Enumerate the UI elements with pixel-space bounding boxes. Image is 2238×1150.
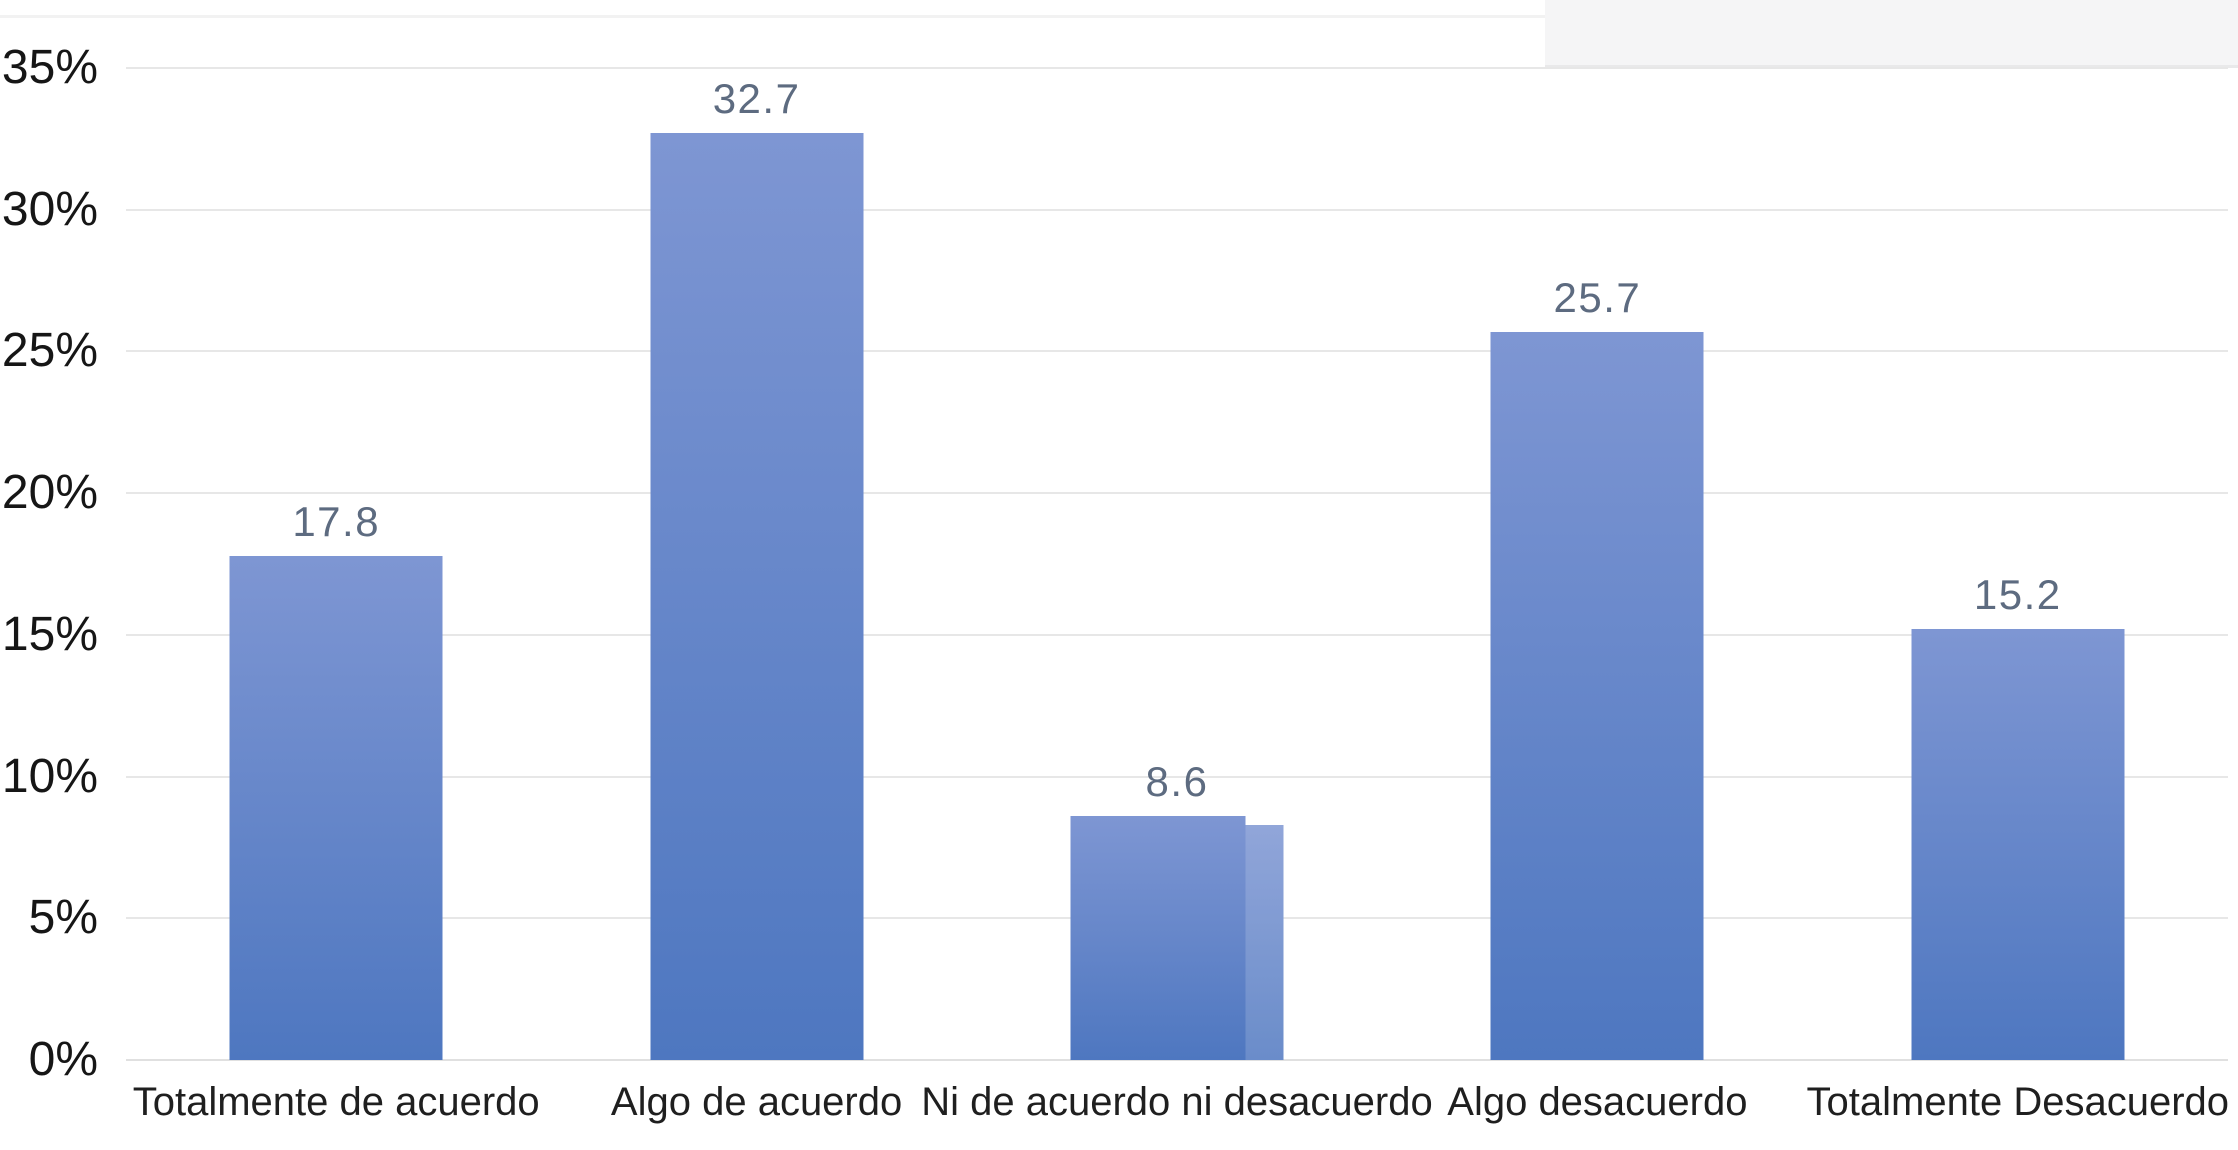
y-axis-tick-label: 15% (1, 607, 98, 661)
gridline-30pct (126, 208, 2228, 211)
y-axis-tick-label: 10% (1, 749, 98, 803)
category-slot: 25.7 Algo desacuerdo (1387, 0, 1807, 1150)
bar-value-label: 8.6 (1145, 758, 1209, 806)
y-axis-tick-label: 25% (1, 324, 98, 378)
y-axis-tick-label: 35% (1, 41, 98, 94)
category-slot: 32.7 Algo de acuerdo (546, 0, 966, 1150)
x-axis-category-label: Algo de acuerdo (610, 1080, 903, 1124)
gridline-10pct (126, 775, 2228, 778)
top-edge-artifact-line (0, 15, 2238, 18)
bar-value-label: 32.7 (712, 75, 801, 123)
bar-step-artifact (1245, 816, 1284, 826)
y-axis-tick-label: 30% (1, 182, 98, 236)
gridline-20pct (126, 492, 2228, 495)
y-axis-tick-label: 5% (28, 891, 98, 945)
gridline-15pct (126, 633, 2228, 636)
y-axis-tick-label: 0% (28, 1033, 98, 1086)
y-axis-tick-label: 20% (1, 466, 98, 520)
category-slot: 8.6 Ni de acuerdo ni desacuerdo (921, 0, 1432, 1150)
bar-1 (229, 555, 443, 1060)
bar-value-label: 25.7 (1553, 273, 1642, 321)
x-axis-category-label: Algo desacuerdo (1447, 1080, 1748, 1124)
bar-step-tint (1245, 825, 1284, 1060)
bar-3 (1070, 816, 1284, 1060)
x-axis-category-label: Ni de acuerdo ni desacuerdo (921, 1080, 1433, 1124)
x-axis-category-label: Totalmente de acuerdo (132, 1080, 540, 1124)
bar-5 (1911, 629, 2125, 1060)
category-slot: 17.8 Totalmente de acuerdo (126, 0, 546, 1150)
top-right-shade-block (1545, 0, 2238, 68)
bar-value-label: 17.8 (292, 497, 381, 545)
gridline-0pct (126, 1059, 2228, 1061)
bar-value-label: 15.2 (1973, 571, 2062, 619)
category-slot: 15.2 Totalmente Desacuerdo (1806, 0, 2230, 1150)
bar-2 (650, 133, 864, 1060)
gridline-25pct (126, 350, 2228, 353)
x-axis-category-label: Totalmente Desacuerdo (1806, 1080, 2230, 1124)
bar-4 (1490, 331, 1704, 1060)
gridline-35pct (126, 67, 2228, 69)
